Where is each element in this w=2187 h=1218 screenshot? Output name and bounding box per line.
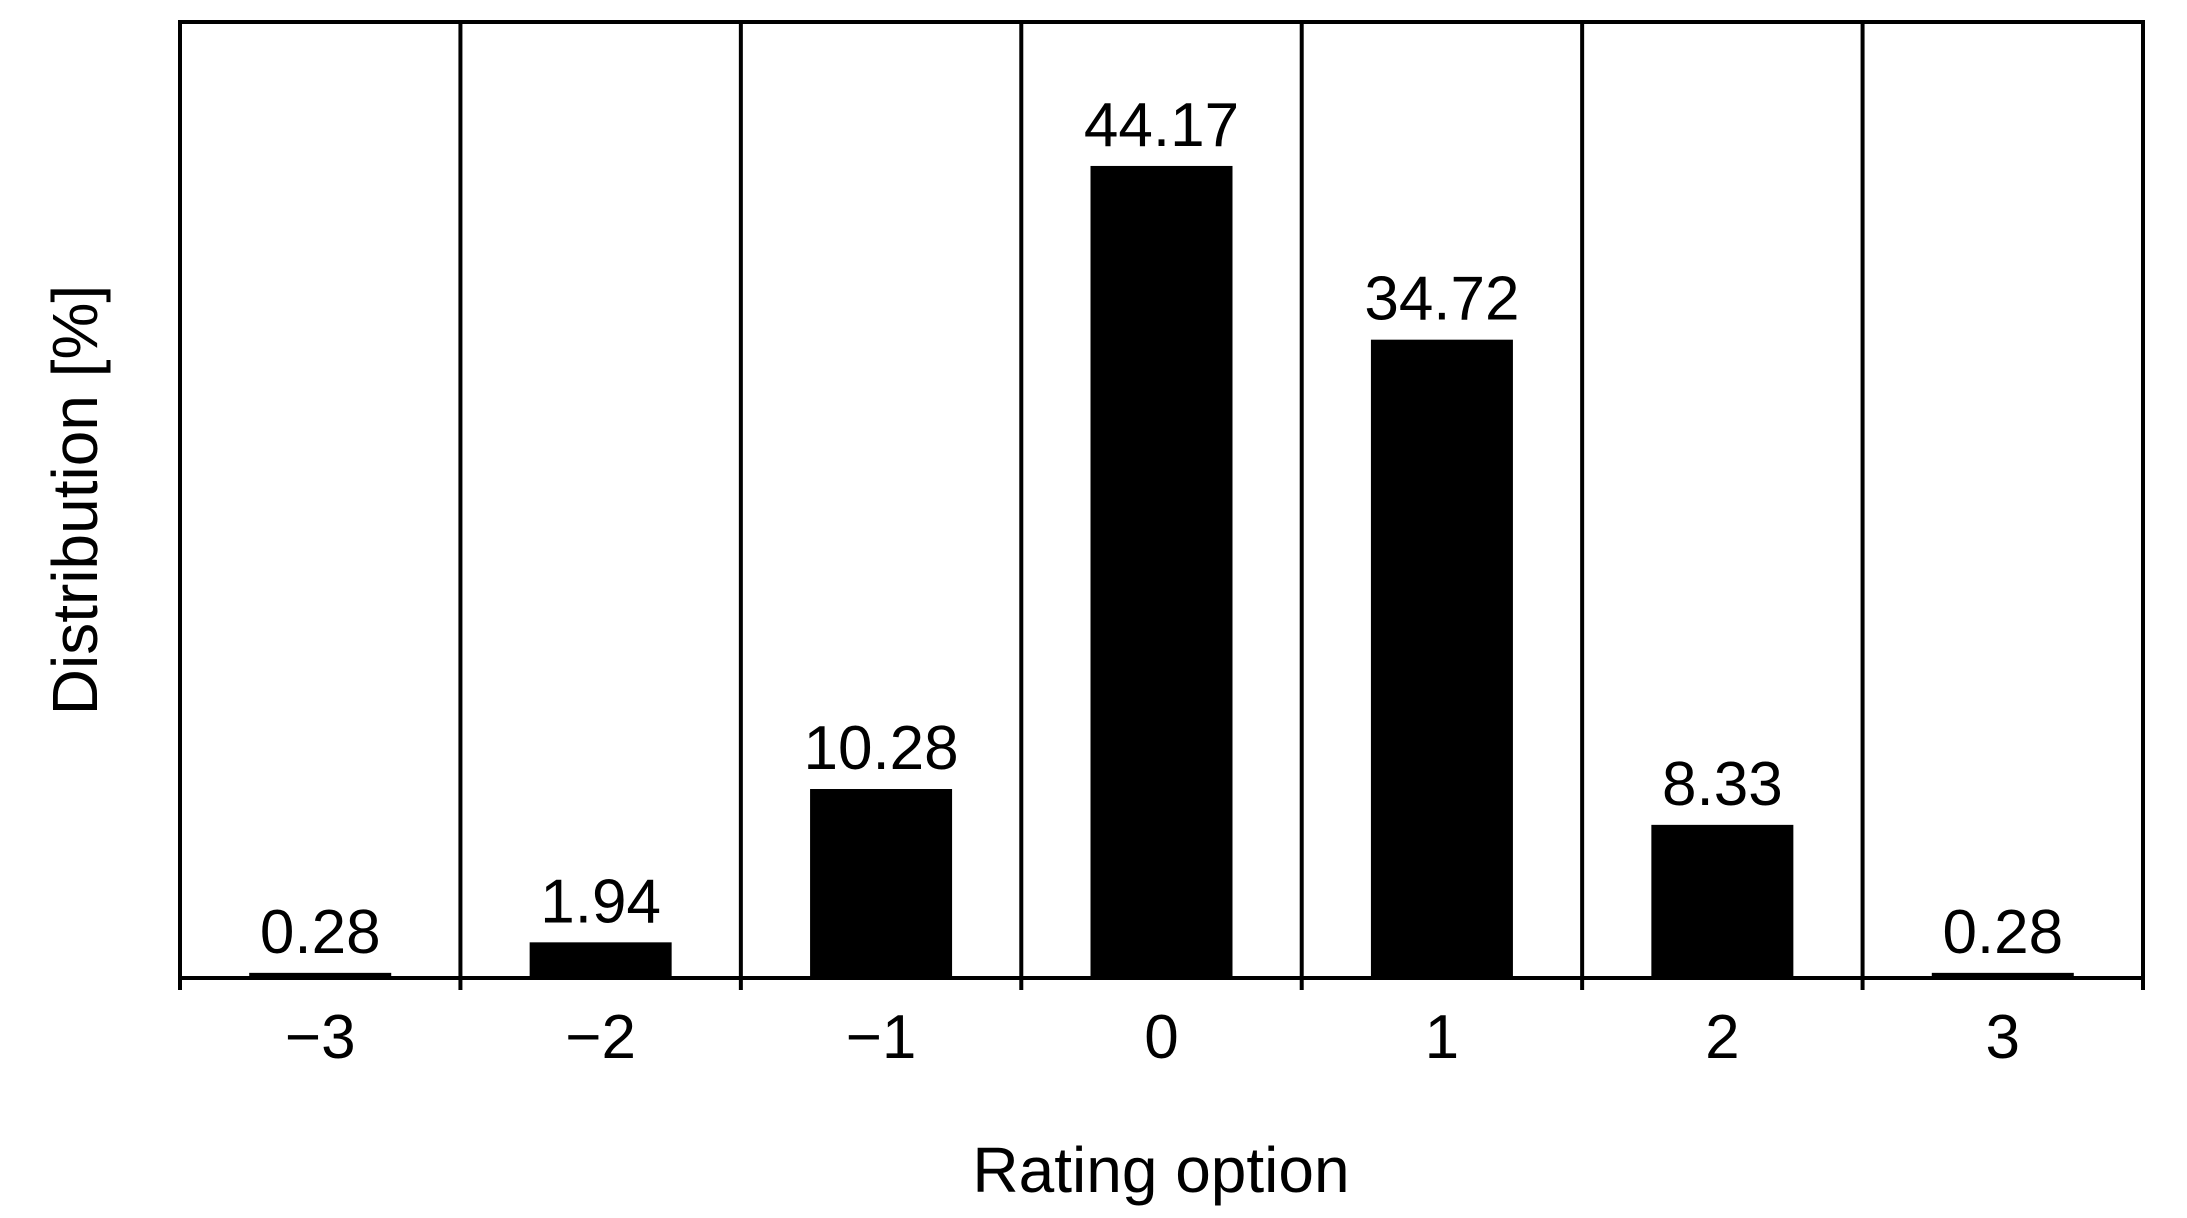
value-labels: 0.28 1.94 10.28 44.17 34.72 8.33 0.28 [260,91,2063,967]
bar-value-label: 34.72 [1364,265,1519,334]
x-tick-label: 2 [1705,1003,1739,1072]
x-tick-label: −3 [285,1003,356,1072]
bar [1651,824,1794,978]
bar [529,942,672,978]
x-tick-label: 1 [1425,1003,1459,1072]
bar-value-label: 0.28 [260,898,381,967]
x-axis-title: Rating option [972,1134,1349,1206]
bar-value-label: 44.17 [1084,91,1239,160]
bar-value-label: 0.28 [1942,898,2063,967]
bar [810,789,953,978]
x-ticks [178,978,2145,990]
bar [249,972,392,978]
bar-value-label: 8.33 [1662,750,1783,819]
bars [249,165,2074,978]
y-axis-title: Distribution [%] [39,285,111,715]
x-tick-label: −2 [565,1003,636,1072]
category-separators [458,22,1865,978]
bar-value-label: 1.94 [540,867,661,936]
bar [1370,339,1513,978]
x-tick-label: 3 [1986,1003,2020,1072]
x-tick-label: 0 [1144,1003,1178,1072]
x-tick-labels: −3 −2 −1 0 1 2 3 [285,1003,2020,1072]
bar [1931,972,2074,978]
bar [1090,165,1233,978]
bar-value-label: 10.28 [803,714,958,783]
x-tick-label: −1 [846,1003,917,1072]
